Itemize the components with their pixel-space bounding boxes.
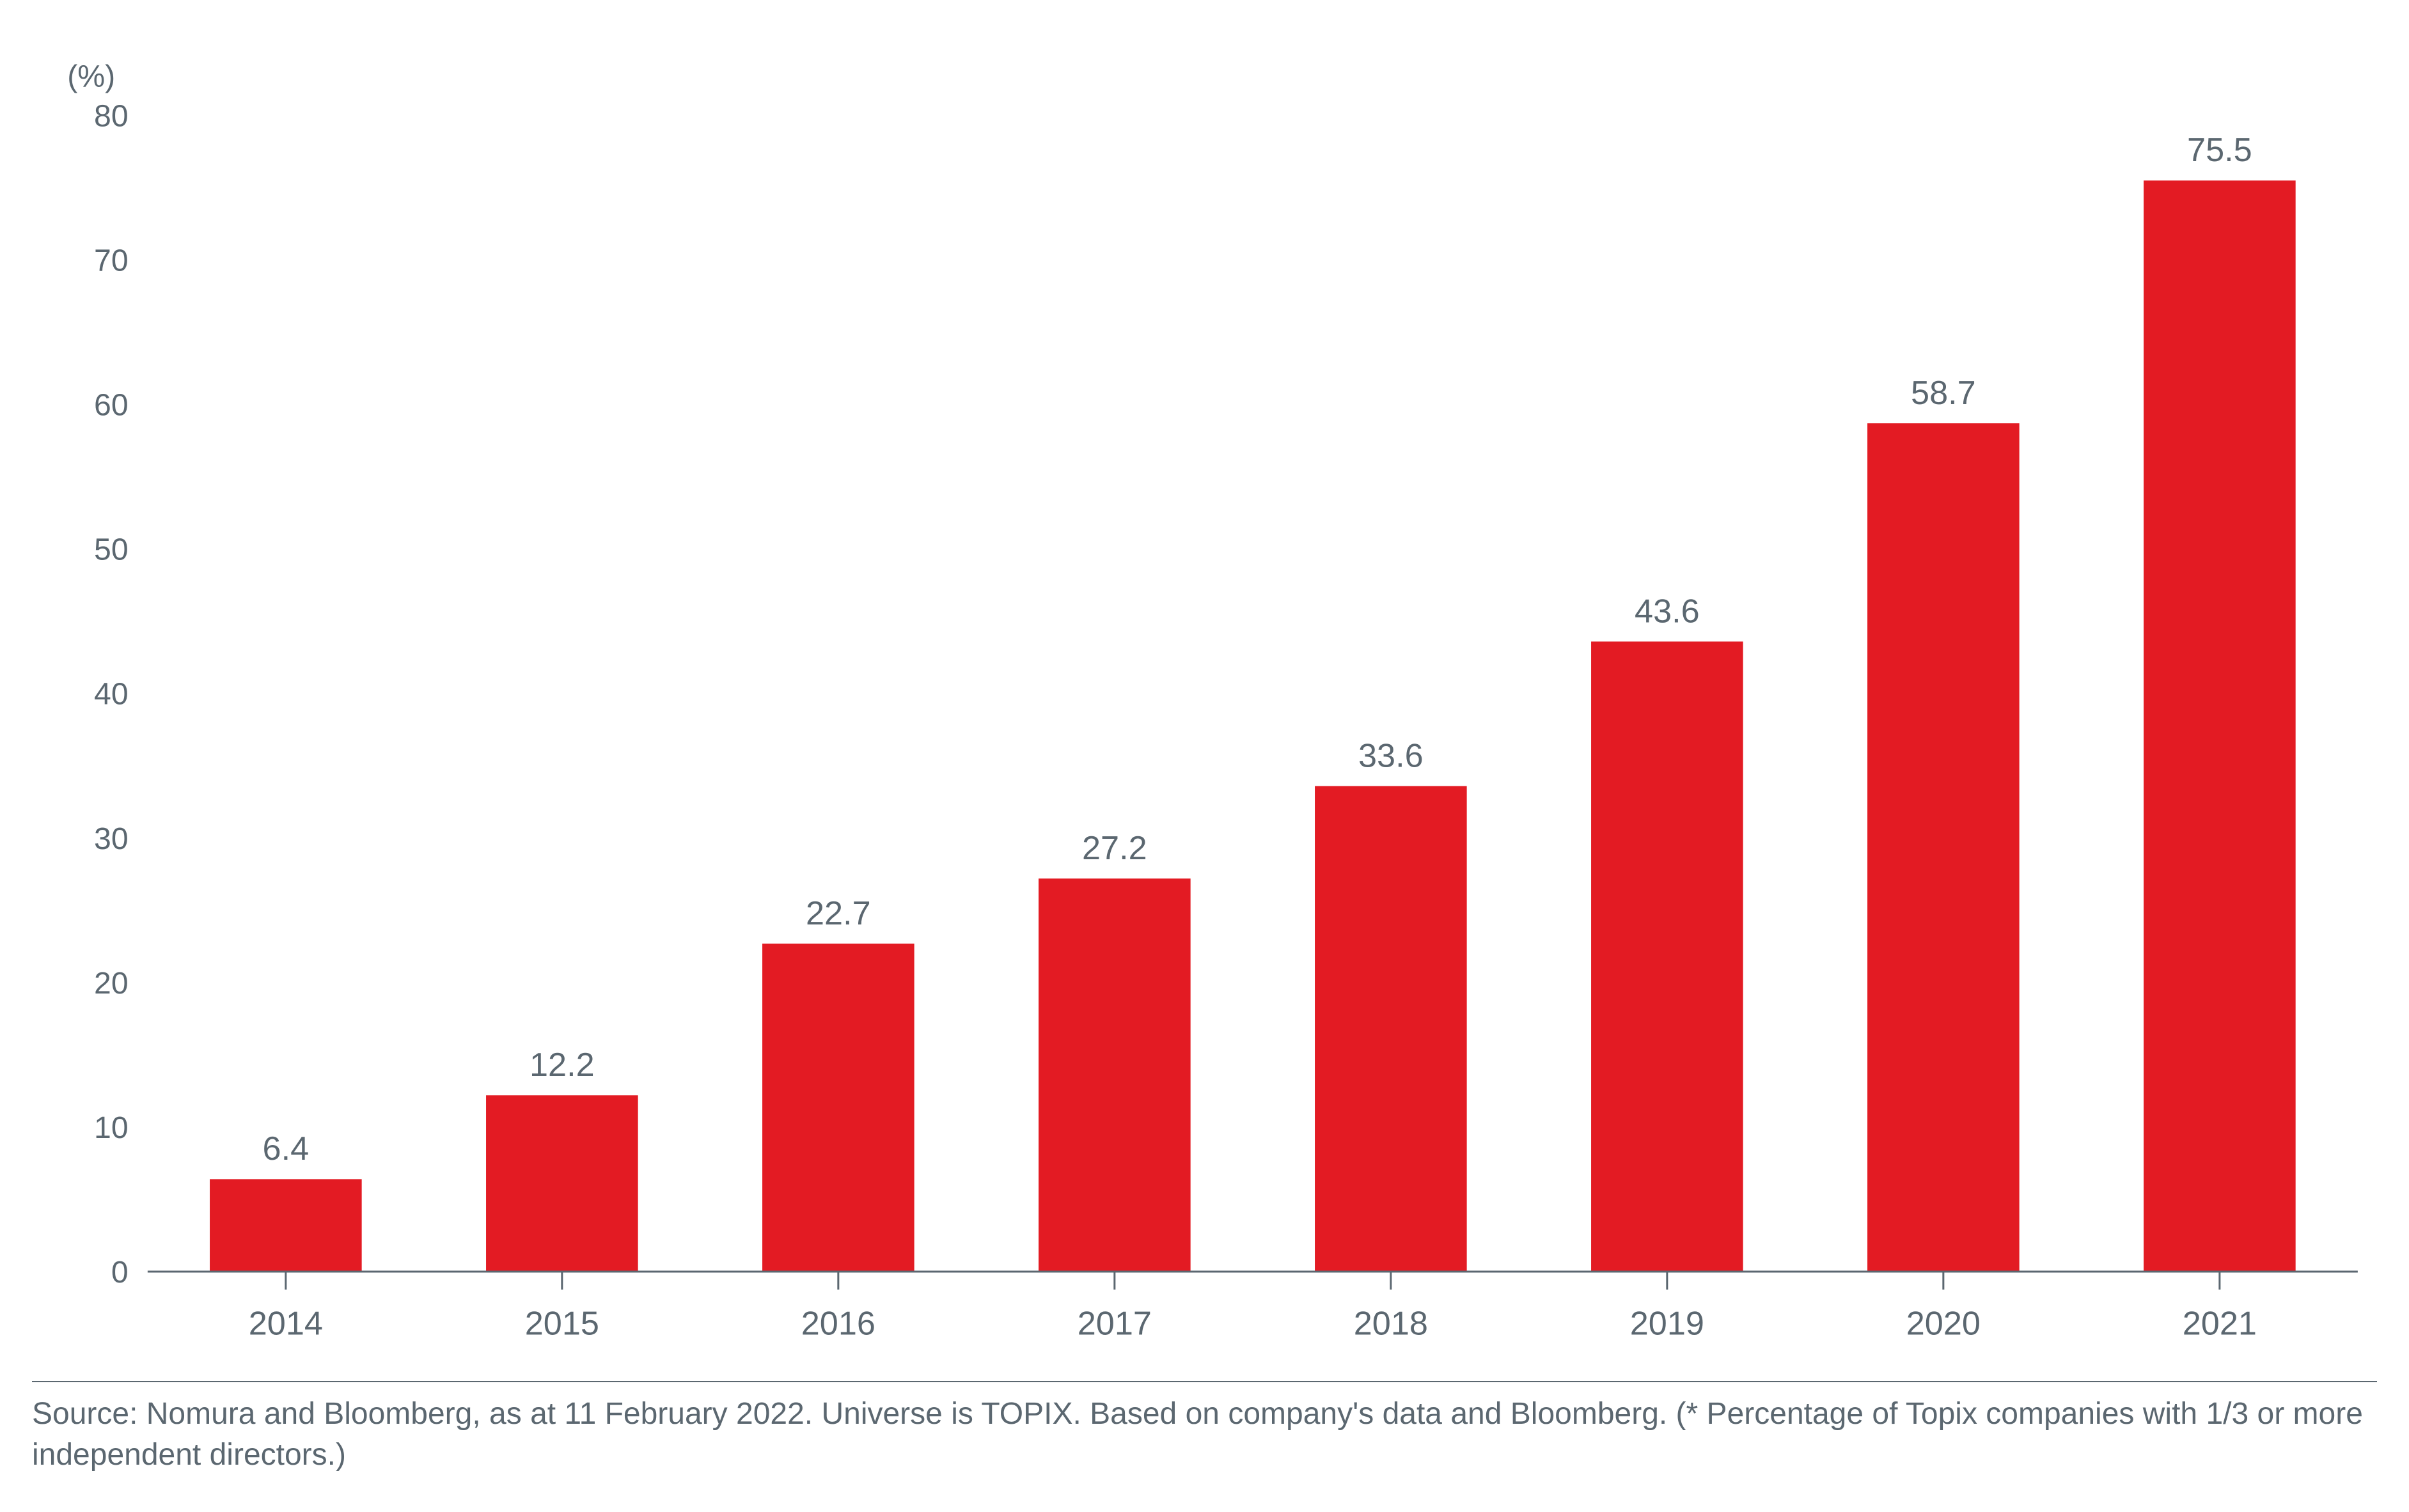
bar	[2144, 180, 2296, 1272]
y-tick-label: 10	[94, 1111, 129, 1145]
x-tick-label: 2018	[1354, 1305, 1428, 1343]
bar	[1039, 878, 1191, 1272]
bar	[210, 1179, 362, 1272]
bar-value-label: 33.6	[1358, 737, 1424, 774]
x-tick-label: 2021	[2183, 1305, 2257, 1343]
chart-background	[32, 26, 2377, 1362]
y-tick-label: 50	[94, 533, 129, 567]
x-tick-label: 2017	[1078, 1305, 1152, 1343]
bar-value-label: 27.2	[1082, 830, 1147, 867]
bar-value-label: 75.5	[2187, 132, 2252, 169]
y-tick-label: 40	[94, 677, 129, 712]
bar-value-label: 58.7	[1911, 375, 1976, 412]
bar-chart-svg: (%) 0 10 20 30 40 50 60 70 80 6.4 2014 12.2 2015 22.7 2…	[32, 26, 2377, 1362]
source-footnote: Source: Nomura and Bloomberg, as at 11 F…	[32, 1381, 2377, 1477]
y-tick-label: 60	[94, 388, 129, 423]
y-tick-label: 70	[94, 244, 129, 278]
chart-area: (%) 0 10 20 30 40 50 60 70 80 6.4 2014 12.2 2015 22.7 2…	[32, 26, 2377, 1362]
y-tick-label: 20	[94, 966, 129, 1001]
y-tick-label: 80	[94, 99, 129, 134]
chart-wrapper: (%) 0 10 20 30 40 50 60 70 80 6.4 2014 12.2 2015 22.7 2…	[0, 0, 2409, 1502]
x-tick-label: 2016	[801, 1305, 875, 1343]
x-tick-label: 2014	[249, 1305, 323, 1343]
bar-value-label: 43.6	[1635, 593, 1700, 630]
x-tick-label: 2020	[1906, 1305, 1981, 1343]
x-tick-label: 2019	[1630, 1305, 1704, 1343]
bar	[1867, 423, 2020, 1272]
source-footnote-text: Source: Nomura and Bloomberg, as at 11 F…	[32, 1397, 2363, 1472]
bar-value-label: 6.4	[263, 1130, 310, 1167]
bar	[762, 944, 914, 1272]
bar	[1591, 641, 1743, 1272]
y-axis-unit-label: (%)	[67, 59, 115, 93]
y-tick-label: 30	[94, 822, 129, 856]
bar	[486, 1095, 638, 1272]
bar	[1315, 786, 1467, 1272]
bar-value-label: 12.2	[530, 1047, 595, 1084]
x-tick-label: 2015	[525, 1305, 599, 1343]
y-tick-label: 0	[111, 1255, 129, 1290]
bar-value-label: 22.7	[806, 895, 871, 932]
